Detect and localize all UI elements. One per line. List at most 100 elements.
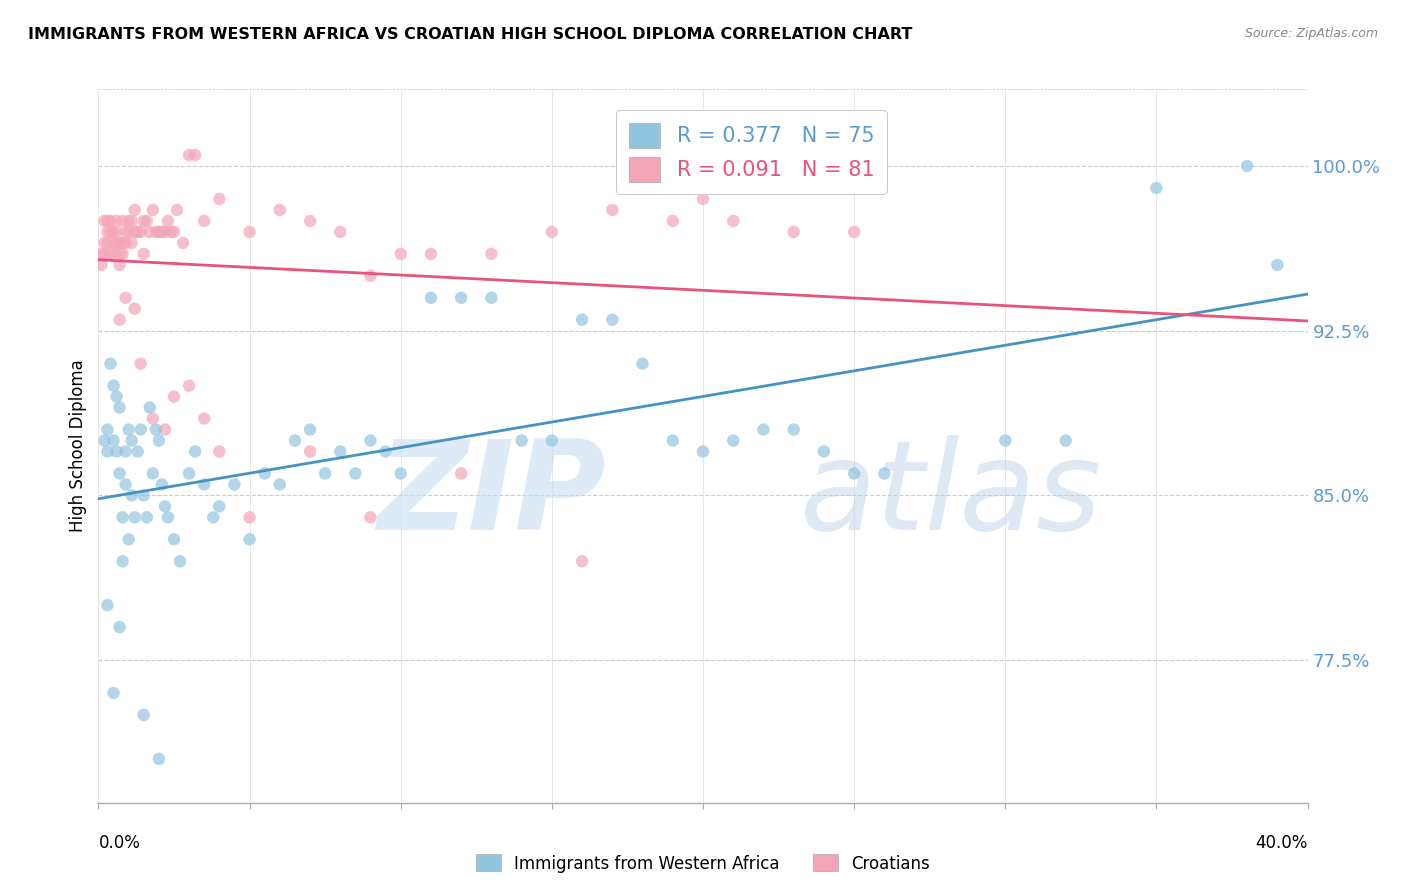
Point (721, 434, 744, 448)
Point (121, 214, 143, 228)
Point (103, 235, 125, 250)
Point (169, 554, 191, 568)
Point (108, 467, 131, 481)
Point (121, 488, 143, 502)
Point (721, 214, 744, 228)
Point (1265, 258, 1288, 272)
Point (124, 225, 146, 239)
Point (108, 620, 131, 634)
Point (360, 434, 382, 448)
Point (202, 510, 225, 524)
Point (153, 500, 176, 514)
Point (344, 467, 367, 481)
Point (166, 202, 188, 217)
Point (163, 390, 186, 404)
Point (124, 301, 146, 316)
Point (239, 533, 262, 547)
Point (93, 247, 115, 261)
Point (114, 225, 136, 239)
Point (108, 401, 131, 415)
Point (299, 214, 322, 228)
Point (142, 202, 165, 217)
Point (96, 214, 118, 228)
Point (692, 444, 714, 458)
Point (163, 533, 186, 547)
Point (142, 467, 165, 481)
Point (105, 235, 128, 250)
Point (299, 423, 322, 437)
Legend: Immigrants from Western Africa, Croatians: Immigrants from Western Africa, Croatian… (470, 847, 936, 880)
Point (419, 247, 441, 261)
Point (163, 225, 186, 239)
Point (90, 258, 112, 272)
Point (360, 510, 382, 524)
Y-axis label: High School Diploma: High School Diploma (69, 359, 87, 533)
Point (782, 225, 804, 239)
Point (156, 510, 179, 524)
Point (132, 247, 155, 261)
Point (118, 214, 141, 228)
Point (994, 434, 1017, 448)
Point (100, 247, 122, 261)
Point (105, 214, 128, 228)
Point (1236, 159, 1258, 173)
Point (160, 225, 183, 239)
Point (419, 291, 441, 305)
Point (135, 510, 157, 524)
Point (661, 214, 683, 228)
Point (108, 247, 131, 261)
Point (96, 225, 118, 239)
Point (602, 202, 624, 217)
Point (1054, 434, 1077, 448)
Point (103, 247, 125, 261)
Point (114, 477, 136, 491)
Text: atlas: atlas (800, 435, 1102, 557)
Point (118, 423, 141, 437)
Point (111, 554, 134, 568)
Point (153, 225, 176, 239)
Point (93, 235, 115, 250)
Point (329, 225, 352, 239)
Point (90, 247, 112, 261)
Point (450, 467, 472, 481)
Point (114, 235, 136, 250)
Point (127, 444, 149, 458)
Point (118, 533, 141, 547)
Point (103, 686, 125, 700)
Point (132, 708, 155, 723)
Point (156, 214, 179, 228)
Point (389, 247, 412, 261)
Point (177, 378, 201, 392)
Point (105, 390, 128, 404)
Point (540, 434, 562, 448)
Point (100, 225, 122, 239)
Point (139, 225, 162, 239)
Point (96, 423, 118, 437)
Point (105, 225, 128, 239)
Point (571, 312, 593, 326)
Point (1144, 181, 1167, 195)
Point (813, 444, 835, 458)
Point (93, 434, 115, 448)
Point (193, 411, 215, 425)
Point (103, 434, 125, 448)
Point (114, 444, 136, 458)
Text: ZIP: ZIP (378, 435, 606, 557)
Text: Source: ZipAtlas.com: Source: ZipAtlas.com (1244, 27, 1378, 40)
Point (100, 214, 122, 228)
Point (96, 444, 118, 458)
Point (103, 378, 125, 392)
Text: 0.0%: 0.0% (98, 834, 141, 852)
Point (224, 477, 246, 491)
Point (108, 235, 131, 250)
Point (661, 434, 683, 448)
Point (145, 423, 167, 437)
Point (93, 214, 115, 228)
Text: 40.0%: 40.0% (1256, 834, 1308, 852)
Point (142, 411, 165, 425)
Point (269, 202, 291, 217)
Point (148, 225, 170, 239)
Point (129, 225, 152, 239)
Point (103, 225, 125, 239)
Point (360, 268, 382, 283)
